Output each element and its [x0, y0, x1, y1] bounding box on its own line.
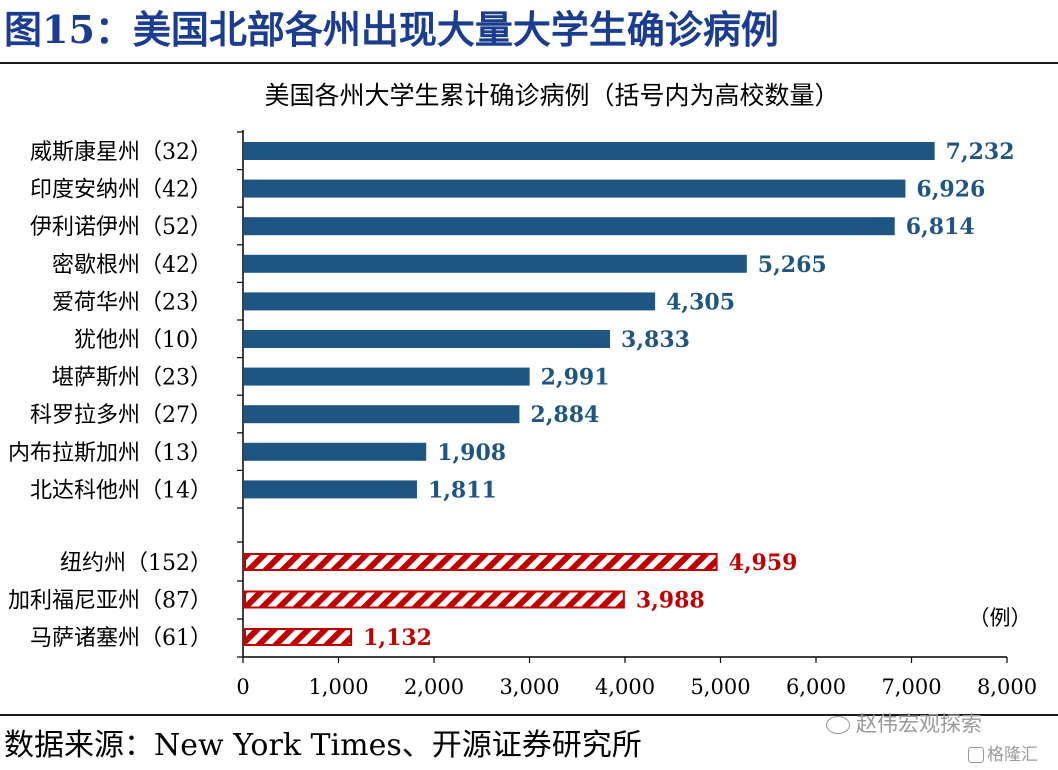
x-tick-label: 0: [236, 675, 249, 699]
bar-value-label: 7,232: [946, 139, 1015, 165]
gelonghui-watermark-text: 格隆汇: [987, 745, 1038, 765]
bar: [244, 442, 427, 461]
bar-value-label: 2,991: [541, 365, 610, 391]
bar-value-label: 5,265: [758, 252, 827, 278]
bar-value-label: 3,833: [621, 327, 690, 353]
x-tick-label: 4,000: [595, 675, 655, 699]
category-label: 印度安纳州（42）: [30, 178, 212, 203]
source-note: 数据来源：New York Times、开源证券研究所: [4, 728, 642, 763]
x-tick-label: 1,000: [308, 675, 368, 699]
category-label: 犹他州（10）: [74, 328, 212, 353]
wechat-icon: [826, 716, 850, 734]
wechat-watermark-text: 赵伟宏观探索: [856, 712, 982, 736]
bar-value-label: 1,811: [428, 477, 497, 503]
bottom-rule: [0, 714, 1058, 716]
bar: [244, 553, 718, 571]
category-label: 堪萨斯州（23）: [52, 366, 212, 391]
bar: [244, 179, 906, 198]
category-label: 内布拉斯加州（13）: [8, 441, 212, 466]
category-label: 威斯康星州（32）: [30, 140, 212, 165]
x-tick-label: 3,000: [499, 675, 559, 699]
bar: [244, 254, 747, 273]
top-rule: [0, 62, 1058, 64]
category-label: 密歇根州（42）: [52, 253, 212, 278]
bars-group: 7,232 威斯康星州（32） 6,926 印度安纳州（42） 6,814 伊利诺伊州（5…: [8, 139, 1015, 651]
x-tick-label: 7,000: [881, 675, 941, 699]
category-label: 科罗拉多州（27）: [30, 403, 212, 428]
category-label: 北达科他州（14）: [30, 478, 212, 503]
x-tick-label: 6,000: [786, 675, 846, 699]
bar-chart: 美国各州大学生累计确诊病例（括号内为高校数量） 7,232 威斯康星州（32） 6,…: [8, 81, 1037, 699]
unit-label: （例）: [969, 606, 1032, 630]
bar-value-label: 1,908: [437, 440, 506, 466]
category-label: 马萨诸塞州（61）: [30, 626, 212, 651]
x-tick-label: 2,000: [404, 675, 464, 699]
x-tick-label: 8,000: [977, 675, 1037, 699]
bar-value-label: 2,884: [530, 402, 599, 428]
bar: [244, 405, 520, 424]
chart-title: 美国各州大学生累计确诊病例（括号内为高校数量）: [264, 81, 839, 110]
bar-value-label: 1,132: [363, 625, 432, 651]
gelonghui-watermark: 格隆汇: [968, 744, 1038, 766]
category-label: 爱荷华州（23）: [52, 290, 212, 315]
bar-value-label: 4,959: [729, 550, 798, 576]
bar-value-label: 6,926: [916, 177, 985, 203]
bar: [244, 330, 611, 348]
x-tick-label: 5,000: [690, 675, 750, 699]
category-label: 纽约州（152）: [60, 551, 212, 576]
bar-value-label: 3,988: [636, 588, 705, 614]
bar: [244, 628, 353, 646]
bar: [244, 480, 417, 499]
bar-value-label: 4,305: [666, 289, 735, 315]
category-label: 伊利诺伊州（52）: [30, 215, 212, 240]
figure-title: 图15：美国北部各州出现大量大学生确诊病例: [4, 7, 779, 52]
bar: [244, 367, 530, 386]
bar: [244, 590, 625, 609]
wechat-watermark: 赵伟宏观探索: [826, 712, 982, 736]
category-label: 加利福尼亚州（87）: [8, 589, 212, 614]
bar: [244, 217, 895, 236]
bar-value-label: 6,814: [906, 214, 975, 240]
gelonghui-icon: [968, 747, 984, 763]
bar: [244, 292, 656, 311]
axes-group: 0 1,000 2,000 3,000 4,000 5,000 6,000 7,000 8,00…: [236, 130, 1037, 699]
bar: [244, 142, 935, 160]
